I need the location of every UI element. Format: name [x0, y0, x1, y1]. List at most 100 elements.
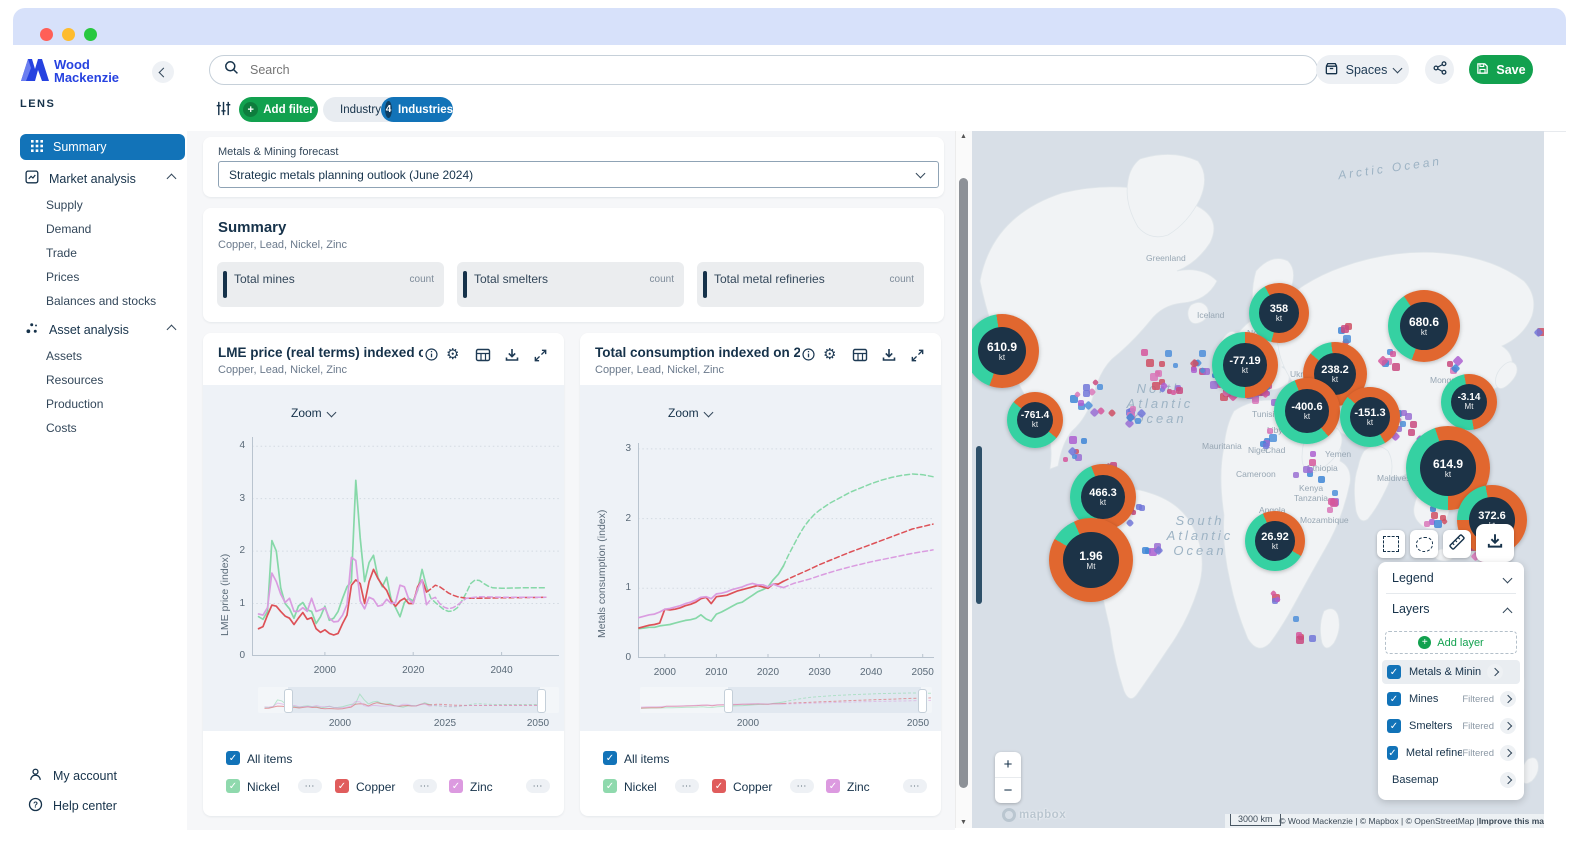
- data-table-icon[interactable]: [852, 347, 868, 368]
- info-icon[interactable]: [802, 348, 815, 366]
- asset-marker[interactable]: [1136, 504, 1142, 510]
- series-checkbox-nickel[interactable]: ✓: [603, 779, 617, 793]
- download-icon[interactable]: [881, 347, 897, 368]
- navigator-right-handle[interactable]: [537, 689, 546, 713]
- asset-marker[interactable]: [1173, 363, 1178, 368]
- series-options-button[interactable]: ⋯: [790, 779, 814, 793]
- asset-marker[interactable]: [1142, 547, 1149, 554]
- asset-marker[interactable]: [1083, 390, 1090, 397]
- asset-marker[interactable]: [1267, 428, 1273, 434]
- sidebar-item-market-analysis[interactable]: Market analysis: [20, 170, 136, 187]
- asset-marker[interactable]: [1296, 636, 1304, 644]
- asset-marker[interactable]: [1410, 421, 1417, 428]
- maximize-window-button[interactable]: [84, 28, 97, 41]
- measure-tool[interactable]: [1443, 530, 1471, 558]
- asset-marker[interactable]: [1390, 351, 1396, 357]
- asset-marker[interactable]: [1392, 363, 1400, 371]
- asset-marker[interactable]: [1408, 429, 1415, 436]
- checkbox-checked-icon[interactable]: ✓: [1387, 692, 1401, 706]
- sidebar-item-supply[interactable]: Supply: [46, 198, 83, 212]
- sidebar-item-production[interactable]: Production: [46, 397, 103, 411]
- checkbox-checked-icon[interactable]: ✓: [1387, 719, 1401, 733]
- asset-marker[interactable]: [1135, 418, 1141, 424]
- sidebar-item-balances[interactable]: Balances and stocks: [46, 294, 156, 308]
- map-donut[interactable]: 680.6kt: [1388, 290, 1460, 362]
- mapbox-logo[interactable]: mapbox: [1002, 808, 1066, 822]
- asset-marker[interactable]: [1146, 359, 1154, 367]
- expand-icon[interactable]: [533, 348, 548, 368]
- stat-total-mines[interactable]: Total mines count: [217, 262, 444, 307]
- series-options-button[interactable]: ⋯: [413, 779, 437, 793]
- asset-marker[interactable]: [1081, 438, 1087, 444]
- asset-marker[interactable]: [1447, 361, 1453, 367]
- series-checkbox-nickel[interactable]: ✓: [226, 779, 240, 793]
- asset-marker[interactable]: [1341, 325, 1349, 333]
- asset-marker[interactable]: [1171, 390, 1176, 395]
- zoom-range-dropdown[interactable]: Zoom: [291, 406, 335, 420]
- chevron-right-button[interactable]: [1487, 664, 1503, 680]
- close-window-button[interactable]: [40, 28, 53, 41]
- asset-marker[interactable]: [1069, 436, 1077, 444]
- sidebar-item-costs[interactable]: Costs: [46, 421, 77, 435]
- map-donut[interactable]: -77.19kt: [1212, 332, 1278, 398]
- map-panel[interactable]: Arctic Ocean North Atlantic Ocean South …: [972, 131, 1544, 828]
- share-button[interactable]: [1425, 55, 1454, 84]
- chevron-right-button[interactable]: [1500, 745, 1516, 761]
- map-donut[interactable]: -400.6kt: [1274, 378, 1340, 444]
- map-donut[interactable]: 1.96Mt: [1049, 518, 1133, 602]
- search-bar[interactable]: [209, 55, 1318, 85]
- map-donut[interactable]: 26.92kt: [1245, 511, 1305, 571]
- asset-marker[interactable]: [1307, 467, 1313, 473]
- legend-section-label[interactable]: Legend: [1392, 571, 1434, 585]
- asset-marker[interactable]: [1327, 507, 1333, 513]
- navigator-right-handle[interactable]: [918, 689, 927, 713]
- checkbox-checked-icon[interactable]: ✓: [1387, 746, 1398, 760]
- layers-section-label[interactable]: Layers: [1392, 602, 1430, 616]
- chart-plot[interactable]: [638, 443, 934, 658]
- spaces-button[interactable]: Spaces: [1316, 55, 1409, 84]
- asset-marker[interactable]: [1165, 350, 1172, 357]
- zoom-range-dropdown[interactable]: Zoom: [668, 406, 712, 420]
- all-items-checkbox[interactable]: ✓: [226, 751, 240, 765]
- map-donut[interactable]: -151.3kt: [1340, 387, 1400, 447]
- minimize-window-button[interactable]: [62, 28, 75, 41]
- sidebar-item-help-center[interactable]: ? Help center: [20, 797, 117, 815]
- chevron-up-icon[interactable]: [1503, 608, 1513, 618]
- asset-marker[interactable]: [1078, 400, 1084, 406]
- map-donut[interactable]: -761.4kt: [1007, 392, 1063, 448]
- asset-marker[interactable]: [1293, 616, 1299, 622]
- all-items-checkbox[interactable]: ✓: [603, 751, 617, 765]
- chevron-right-button[interactable]: [1500, 691, 1516, 707]
- series-options-button[interactable]: ⋯: [526, 779, 550, 793]
- filter-chip-industries[interactable]: 4 Industries: [381, 97, 453, 122]
- asset-marker[interactable]: [1330, 499, 1338, 507]
- series-checkbox-zinc[interactable]: ✓: [449, 779, 463, 793]
- asset-marker[interactable]: [1191, 367, 1197, 373]
- series-options-button[interactable]: ⋯: [903, 779, 927, 793]
- save-button[interactable]: Save: [1469, 55, 1533, 84]
- asset-marker[interactable]: [1199, 350, 1206, 357]
- map-donut[interactable]: -3.14Mt: [1441, 374, 1497, 430]
- forecast-select[interactable]: Strategic metals planning outlook (June …: [218, 161, 939, 188]
- asset-marker[interactable]: [1150, 373, 1158, 381]
- asset-marker[interactable]: [1318, 476, 1325, 483]
- asset-marker[interactable]: [1401, 410, 1407, 416]
- asset-marker[interactable]: [1263, 443, 1269, 449]
- asset-marker[interactable]: [1332, 490, 1338, 496]
- info-icon[interactable]: [425, 348, 438, 366]
- asset-marker[interactable]: [1152, 382, 1160, 390]
- sidebar-item-my-account[interactable]: My account: [20, 767, 117, 785]
- layer-row-mines[interactable]: ✓ Mines Filtered: [1382, 687, 1520, 711]
- series-checkbox-copper[interactable]: ✓: [335, 779, 349, 793]
- asset-marker[interactable]: [1400, 421, 1406, 427]
- asset-marker[interactable]: [1309, 459, 1316, 466]
- box-select-tool[interactable]: [1377, 530, 1405, 558]
- asset-marker[interactable]: [1097, 384, 1103, 390]
- layer-row-smelters[interactable]: ✓ Smelters Filtered: [1382, 714, 1520, 738]
- asset-marker[interactable]: [1130, 406, 1136, 412]
- sidebar-item-demand[interactable]: Demand: [46, 222, 91, 236]
- series-options-button[interactable]: ⋯: [298, 779, 322, 793]
- asset-marker[interactable]: [1431, 512, 1438, 519]
- zoom-in-button[interactable]: +: [995, 752, 1021, 778]
- download-icon[interactable]: [504, 347, 520, 368]
